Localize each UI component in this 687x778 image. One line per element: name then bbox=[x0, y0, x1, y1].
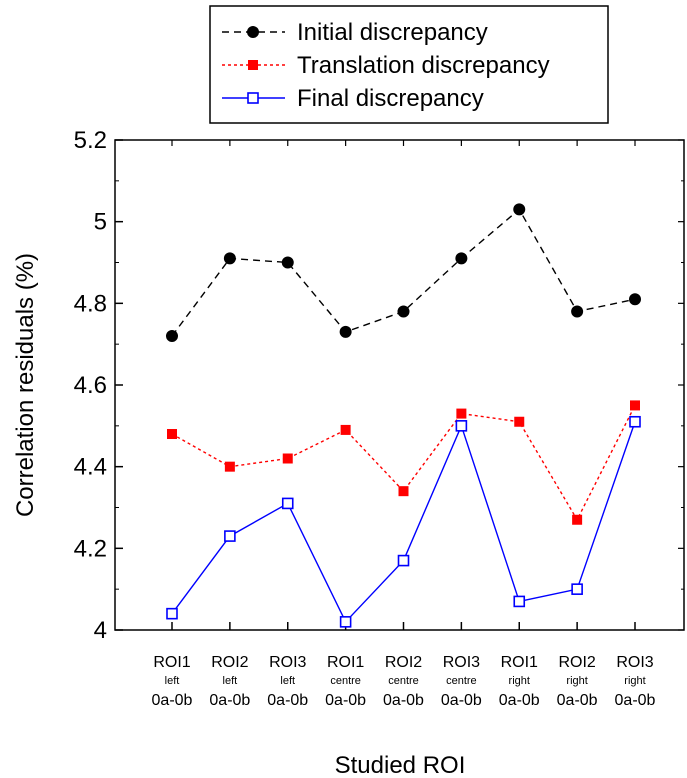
x-tick-label-position: left bbox=[165, 675, 180, 687]
x-tick-label-position: right bbox=[566, 675, 587, 687]
x-tick-label-roi: ROI2 bbox=[211, 654, 248, 671]
legend-entry-label: Initial discrepancy bbox=[297, 19, 488, 46]
y-tick-label: 4 bbox=[94, 617, 107, 644]
x-tick-label-position: centre bbox=[446, 675, 477, 687]
y-tick-label: 5.2 bbox=[74, 127, 107, 154]
data-point bbox=[513, 595, 526, 608]
x-tick-label-roi: ROI1 bbox=[153, 654, 190, 671]
x-tick-label-pair: 0a-0b bbox=[209, 692, 250, 709]
data-point bbox=[456, 408, 467, 419]
data-point bbox=[166, 330, 178, 342]
legend: Initial discrepancy Translation discrepan… bbox=[209, 5, 609, 124]
data-point bbox=[629, 415, 641, 428]
series-line bbox=[171, 421, 636, 624]
y-axis: 4 4.2 4.4 4.6 4.8 5 5.2 bbox=[74, 127, 684, 644]
y-tick-label: 4.8 bbox=[74, 290, 107, 317]
x-tick-label-roi: ROI2 bbox=[385, 654, 422, 671]
data-point bbox=[247, 26, 259, 38]
data-point bbox=[281, 497, 294, 510]
y-tick-label: 4.6 bbox=[74, 372, 107, 399]
series-3 bbox=[166, 415, 641, 628]
data-point bbox=[247, 92, 259, 104]
data-point bbox=[513, 203, 526, 216]
data-point bbox=[397, 554, 410, 567]
x-tick-label-pair: 0a-0b bbox=[383, 692, 424, 709]
data-point bbox=[572, 514, 583, 525]
data-point bbox=[340, 424, 351, 435]
x-tick-label-pair: 0a-0b bbox=[325, 692, 366, 709]
data-point bbox=[455, 252, 468, 265]
data-point bbox=[282, 453, 293, 464]
data-point bbox=[397, 305, 410, 318]
x-tick-label-position: left bbox=[223, 675, 238, 687]
series-line bbox=[171, 405, 636, 522]
x-tick-label-position: centre bbox=[330, 675, 361, 687]
x-tick-label-position: left bbox=[280, 675, 295, 687]
data-point bbox=[223, 252, 236, 265]
y-tick-label: 4.4 bbox=[74, 454, 107, 481]
x-tick-label-pair: 0a-0b bbox=[152, 692, 193, 709]
legend-entry-label: Translation discrepancy bbox=[297, 52, 550, 79]
y-axis-title: Correlation residuals (%) bbox=[12, 253, 39, 517]
data-point bbox=[630, 400, 640, 411]
data-point bbox=[571, 305, 584, 318]
series-1 bbox=[166, 203, 641, 342]
x-tick-label-pair: 0a-0b bbox=[557, 692, 598, 709]
x-tick-label-position: right bbox=[624, 675, 645, 687]
x-tick-label-roi: ROI2 bbox=[558, 654, 595, 671]
x-tick-label-position: right bbox=[509, 675, 530, 687]
legend-entry-label: Final discrepancy bbox=[297, 85, 484, 112]
data-point bbox=[398, 486, 409, 497]
data-point bbox=[167, 429, 177, 439]
data-point bbox=[514, 416, 525, 427]
x-axis: ROI1 left 0a-0b ROI2 left 0a-0b ROI3 left 0a-0b R… bbox=[152, 140, 656, 709]
data-point bbox=[248, 60, 258, 70]
x-tick-label-pair: 0a-0b bbox=[615, 692, 656, 709]
data-point bbox=[455, 420, 468, 432]
x-tick-label-pair: 0a-0b bbox=[499, 692, 540, 709]
data-point bbox=[339, 616, 352, 628]
data-point bbox=[224, 461, 235, 472]
data-point bbox=[281, 256, 294, 269]
x-tick-label-roi: ROI1 bbox=[501, 654, 538, 671]
x-tick-label-pair: 0a-0b bbox=[267, 692, 308, 709]
data-point bbox=[166, 607, 178, 620]
x-tick-label-position: centre bbox=[388, 675, 419, 687]
data-point bbox=[571, 583, 583, 595]
data-point bbox=[339, 325, 352, 338]
x-tick-label-roi: ROI3 bbox=[616, 654, 653, 671]
x-tick-label-roi: ROI3 bbox=[443, 654, 480, 671]
x-tick-label-pair: 0a-0b bbox=[441, 692, 482, 709]
y-tick-label: 4.2 bbox=[74, 535, 107, 562]
series-2 bbox=[167, 400, 640, 525]
series-layer bbox=[166, 203, 641, 628]
x-tick-label-roi: ROI3 bbox=[269, 654, 306, 671]
data-point bbox=[224, 530, 236, 542]
data-point bbox=[629, 293, 641, 306]
x-tick-label-roi: ROI1 bbox=[327, 654, 364, 671]
y-tick-label: 5 bbox=[94, 209, 107, 236]
x-axis-title: Studied ROI bbox=[335, 752, 466, 778]
